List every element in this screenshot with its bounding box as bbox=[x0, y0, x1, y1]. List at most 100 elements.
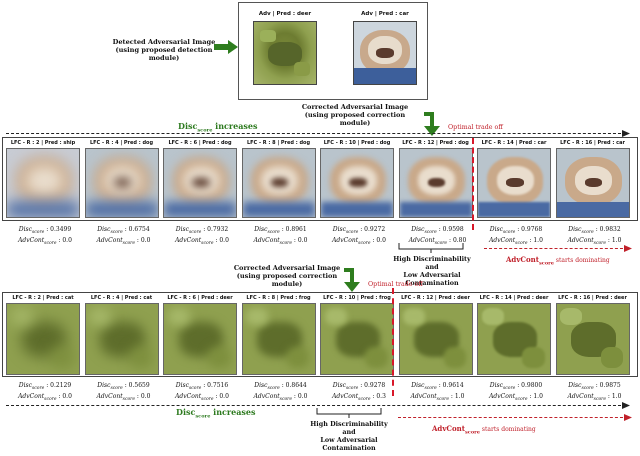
lfc-image bbox=[6, 303, 80, 375]
disc-term: Disc bbox=[332, 382, 346, 389]
frog-tile: LFC - R : 12 | Pred : deer bbox=[398, 294, 473, 375]
disc-score-line: Discscore : 0.8644 bbox=[244, 382, 318, 393]
disc-score-value: : 0.5659 bbox=[124, 382, 150, 389]
tile-scores: Discscore : 0.7516 AdvContscore : 0.0 bbox=[165, 382, 239, 403]
frog-note-line1: High Discriminability bbox=[310, 420, 388, 428]
tile-label: LFC - R : 2 | Pred : cat bbox=[6, 294, 80, 302]
disc-score-value: : 0.7932 bbox=[203, 226, 229, 233]
dog-top-arrow-head-icon bbox=[622, 130, 630, 137]
lfc-image bbox=[320, 303, 394, 375]
frog-correction-arrow-icon bbox=[344, 268, 360, 292]
adv-term: AdvCont bbox=[332, 236, 359, 244]
adv-term-sub: score bbox=[358, 396, 371, 402]
disc-term: Disc bbox=[568, 382, 582, 389]
frog-tile: LFC - R : 4 | Pred : cat bbox=[84, 294, 159, 375]
adv-score-value: : 1.0 bbox=[607, 392, 622, 400]
tile-scores: Discscore : 0.7932 AdvContscore : 0.0 bbox=[165, 226, 239, 247]
lfc-image bbox=[555, 303, 630, 375]
adv-term: AdvCont bbox=[410, 392, 437, 400]
frog-disc-increases-label: Discscore increases bbox=[176, 407, 255, 420]
detection-label-deer: Adv | Pred : deer bbox=[258, 11, 312, 17]
adv-score-value: : 1.0 bbox=[450, 392, 465, 400]
frog-optimal-label: Optimal trade off bbox=[368, 281, 423, 288]
frog-tile: LFC - R : 10 | Pred : frog bbox=[320, 294, 394, 375]
adv-score-line: AdvContscore : 1.0 bbox=[479, 237, 553, 248]
adv-term-sub: score bbox=[436, 396, 449, 402]
adv-term-sub: score bbox=[122, 396, 135, 402]
dog-disc-word: Disc bbox=[178, 121, 198, 131]
disc-score-value: : 0.9768 bbox=[517, 226, 543, 233]
disc-term: Disc bbox=[175, 226, 189, 233]
disc-term: Disc bbox=[254, 382, 268, 389]
frog-note-line4: Contamination bbox=[322, 444, 376, 452]
adv-term: AdvCont bbox=[489, 236, 516, 244]
disc-term-sub: score bbox=[267, 386, 280, 392]
tile-label: LFC - R : 6 | Pred : dog bbox=[163, 139, 237, 147]
adv-score-value: : 0.0 bbox=[293, 392, 308, 400]
disc-score-line: Discscore : 0.9800 bbox=[479, 382, 553, 393]
disc-term: Disc bbox=[175, 382, 189, 389]
adv-term: AdvCont bbox=[567, 236, 594, 244]
adv-score-line: AdvContscore : 1.0 bbox=[558, 393, 632, 404]
frog-tile: LFC - R : 8 | Pred : frog bbox=[241, 294, 316, 375]
adv-term-sub: score bbox=[358, 240, 371, 246]
disc-term-sub: score bbox=[188, 230, 202, 236]
detection-caption: Detected Adversarial Image (using propos… bbox=[104, 38, 224, 62]
disc-score-value: : 0.9614 bbox=[438, 382, 464, 389]
adv-score-line: AdvContscore : 0.0 bbox=[244, 237, 318, 248]
frog-bottom-arrow-head-icon bbox=[622, 402, 630, 409]
dog-adv-word: AdvCont bbox=[506, 255, 539, 264]
disc-term: Disc bbox=[568, 226, 582, 233]
adv-score-value: : 0.0 bbox=[136, 392, 151, 400]
frog-optimal-divider bbox=[392, 288, 394, 396]
disc-score-line: Discscore : 0.5659 bbox=[87, 382, 161, 393]
dog-caption-line2: (using proposed correction module) bbox=[304, 111, 406, 127]
adv-score-line: AdvContscore : 0.0 bbox=[244, 393, 318, 404]
detection-caption-line1: Detected Adversarial Image bbox=[112, 38, 216, 46]
frog-adv-word: AdvCont bbox=[432, 424, 465, 433]
frog-caption-line2: (using proposed correction module) bbox=[236, 272, 338, 288]
disc-term-sub: score bbox=[31, 230, 45, 236]
tile-label: LFC - R : 6 | Pred : deer bbox=[163, 294, 237, 302]
adv-score-value: : 0.0 bbox=[372, 236, 386, 244]
adv-score-value: : 0.0 bbox=[215, 236, 229, 244]
adv-term: AdvCont bbox=[18, 236, 45, 244]
adv-term-sub: score bbox=[593, 240, 606, 246]
disc-term: Disc bbox=[97, 382, 111, 389]
disc-score-value: : 0.2129 bbox=[46, 382, 72, 389]
tile-label: LFC - R : 14 | Pred : car bbox=[477, 139, 551, 147]
adv-term-sub: score bbox=[434, 240, 448, 246]
dog-note-line3: Contamination bbox=[405, 279, 459, 287]
adv-term: AdvCont bbox=[567, 392, 594, 400]
tile-scores: Discscore : 0.9768 AdvContscore : 1.0 bbox=[479, 226, 553, 247]
adv-score-value: : 0.0 bbox=[293, 236, 308, 244]
adv-score-value: : 0.3 bbox=[372, 392, 386, 400]
disc-score-line: Discscore : 0.9614 bbox=[401, 382, 475, 393]
disc-score-value: : 0.9832 bbox=[595, 226, 621, 233]
adv-score-line: AdvContscore : 0.0 bbox=[87, 393, 161, 404]
tile-label: LFC - R : 8 | Pred : dog bbox=[241, 139, 316, 147]
adv-term: AdvCont bbox=[96, 236, 123, 244]
frog-adv-suffix: starts dominating bbox=[479, 426, 536, 433]
lfc-image bbox=[320, 148, 394, 218]
frog-note-line3: Low Adversarial bbox=[320, 436, 378, 444]
tile-label: LFC - R : 16 | Pred : deer bbox=[555, 294, 630, 302]
lfc-image bbox=[398, 148, 473, 218]
dog-note-bracket-icon bbox=[398, 243, 464, 253]
detection-panel: Adv | Pred : deer Adv | Pred : car bbox=[238, 2, 428, 100]
tile-label: LFC - R : 12 | Pred : deer bbox=[398, 294, 473, 302]
disc-term-sub: score bbox=[31, 386, 45, 392]
disc-score-value: : 0.8644 bbox=[281, 382, 307, 389]
dog-tile: LFC - R : 6 | Pred : dog bbox=[163, 139, 237, 218]
dog-tile: LFC - R : 16 | Pred : car bbox=[555, 139, 630, 218]
dog-tile: LFC - R : 12 | Pred : dog bbox=[398, 139, 473, 218]
tile-scores: Discscore : 0.9800 AdvContscore : 1.0 bbox=[479, 382, 553, 403]
tile-scores: Discscore : 0.9614 AdvContscore : 1.0 bbox=[401, 382, 475, 403]
adv-term-sub: score bbox=[515, 240, 528, 246]
dog-adv-arrow-line bbox=[484, 248, 628, 249]
frog-note-bracket-icon bbox=[316, 408, 382, 418]
adv-term-sub: score bbox=[593, 396, 606, 402]
tile-scores: Discscore : 0.9598 AdvContscore : 0.80 bbox=[401, 226, 475, 247]
disc-term: Disc bbox=[97, 226, 111, 233]
frog-caption-line1: Corrected Adversarial Image bbox=[233, 264, 341, 272]
